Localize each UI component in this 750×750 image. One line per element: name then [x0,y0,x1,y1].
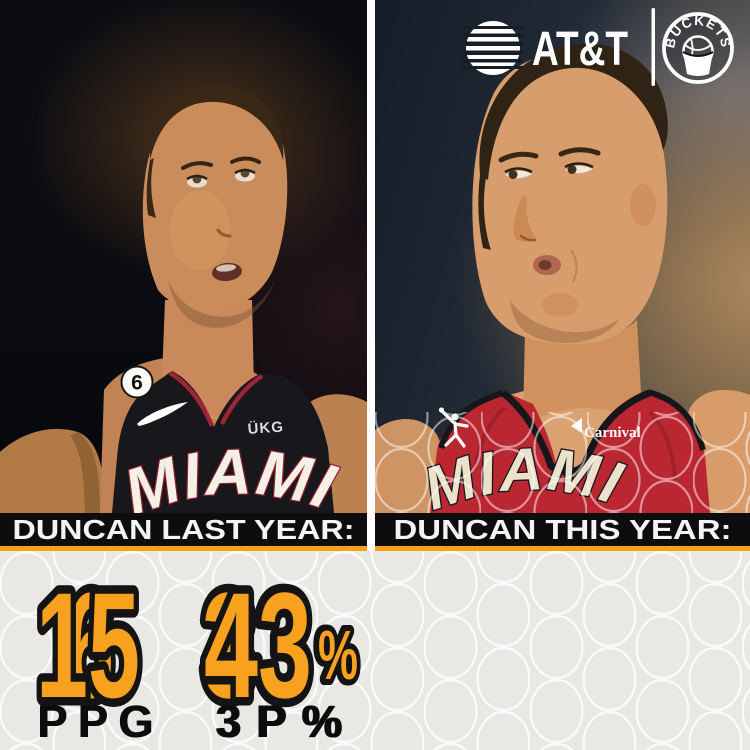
net-pattern-background [0,551,750,750]
stats-band: 6 33 % PPG 3P% 15 43 % PPG 3P% [0,551,750,750]
photo-divider [367,0,375,551]
jersey-red-trim [219,374,264,426]
black-jersey [112,371,334,513]
stat-ppg-value: 6 [66,561,114,729]
buckets-logo-icon: BUCKETS [662,12,734,84]
stat-percent-sign: % [316,616,356,694]
jersey-number: 6 [131,372,143,395]
bucket-icon [683,52,713,76]
ear [630,184,656,226]
net-pattern-overlay [375,412,750,513]
nike-swoosh-icon [137,402,188,426]
att-wordmark: AT&T [532,23,628,76]
brand-divider [651,8,655,86]
stat-3p-value: 43 [204,561,312,729]
brand-row: AT&T BUCKETS [463,8,734,86]
nose [216,228,232,238]
stat-ppg-label: PPG [37,696,153,747]
player-hair [149,85,284,160]
sponsor-patch-ukg: ÜKG [247,418,284,437]
label-this-year: DUNCAN THIS YEAR: [394,514,732,545]
photo-this-year: Carnival MIAMI [375,0,750,513]
label-last-year: DUNCAN LAST YEAR: [13,514,355,545]
jersey-number-patch [120,365,154,399]
player-hair [479,43,668,180]
att-globe-icon [463,21,523,75]
stat-percent-sign: % [318,616,358,694]
stat-ppg-label: PPG [38,696,154,747]
stat-3p-label: 3P% [215,696,341,747]
stat-3p-label: 3P% [217,696,343,747]
player-illustration-last-year: 6 ÜKG MIAMI [0,85,367,513]
label-band-last-year: DUNCAN LAST YEAR: [0,513,367,551]
nose [513,195,536,242]
stats-last-year: 6 33 % PPG 3P% [37,553,362,748]
photo-last-year: 6 ÜKG MIAMI [0,0,367,513]
stat-ppg-value: 15 [36,561,140,729]
stat-3p-value: 33 [202,561,310,729]
player-face [472,51,668,345]
jersey-red-trim [168,371,215,427]
stats-this-year: 15 43 % PPG 3P% [28,553,365,748]
player-illustration-this-year: Carnival MIAMI [375,8,750,513]
label-band-this-year: DUNCAN THIS YEAR: [375,513,750,551]
